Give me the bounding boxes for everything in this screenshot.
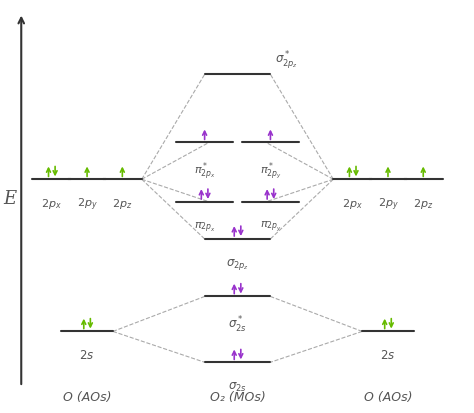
Text: E: E xyxy=(3,189,16,207)
Text: $\pi_{2p_x}$: $\pi_{2p_x}$ xyxy=(194,220,216,234)
Text: $2p_x$: $2p_x$ xyxy=(41,196,62,210)
Text: $2s$: $2s$ xyxy=(380,348,396,361)
Text: $2p_y$: $2p_y$ xyxy=(378,196,398,213)
Text: $\sigma^*_{2s}$: $\sigma^*_{2s}$ xyxy=(228,314,247,334)
Text: $2p_z$: $2p_z$ xyxy=(112,196,133,210)
Text: $2s$: $2s$ xyxy=(80,348,95,361)
Text: O₂ (MOs): O₂ (MOs) xyxy=(210,390,265,404)
Text: O (AOs): O (AOs) xyxy=(364,390,412,404)
Text: $2p_z$: $2p_z$ xyxy=(413,196,433,210)
Text: $\pi_{2p_y}$: $\pi_{2p_y}$ xyxy=(260,220,282,234)
Text: $\sigma^*_{2p_z}$: $\sigma^*_{2p_z}$ xyxy=(275,49,298,71)
Text: $\pi^*_{2p_y}$: $\pi^*_{2p_y}$ xyxy=(260,160,282,182)
Text: O (AOs): O (AOs) xyxy=(63,390,111,404)
Text: $\sigma_{2p_z}$: $\sigma_{2p_z}$ xyxy=(226,256,249,271)
Text: $\pi^*_{2p_x}$: $\pi^*_{2p_x}$ xyxy=(194,160,216,182)
Text: $2p_x$: $2p_x$ xyxy=(342,196,363,210)
Text: $\sigma_{2s}$: $\sigma_{2s}$ xyxy=(228,380,247,393)
Text: $2p_y$: $2p_y$ xyxy=(77,196,98,213)
